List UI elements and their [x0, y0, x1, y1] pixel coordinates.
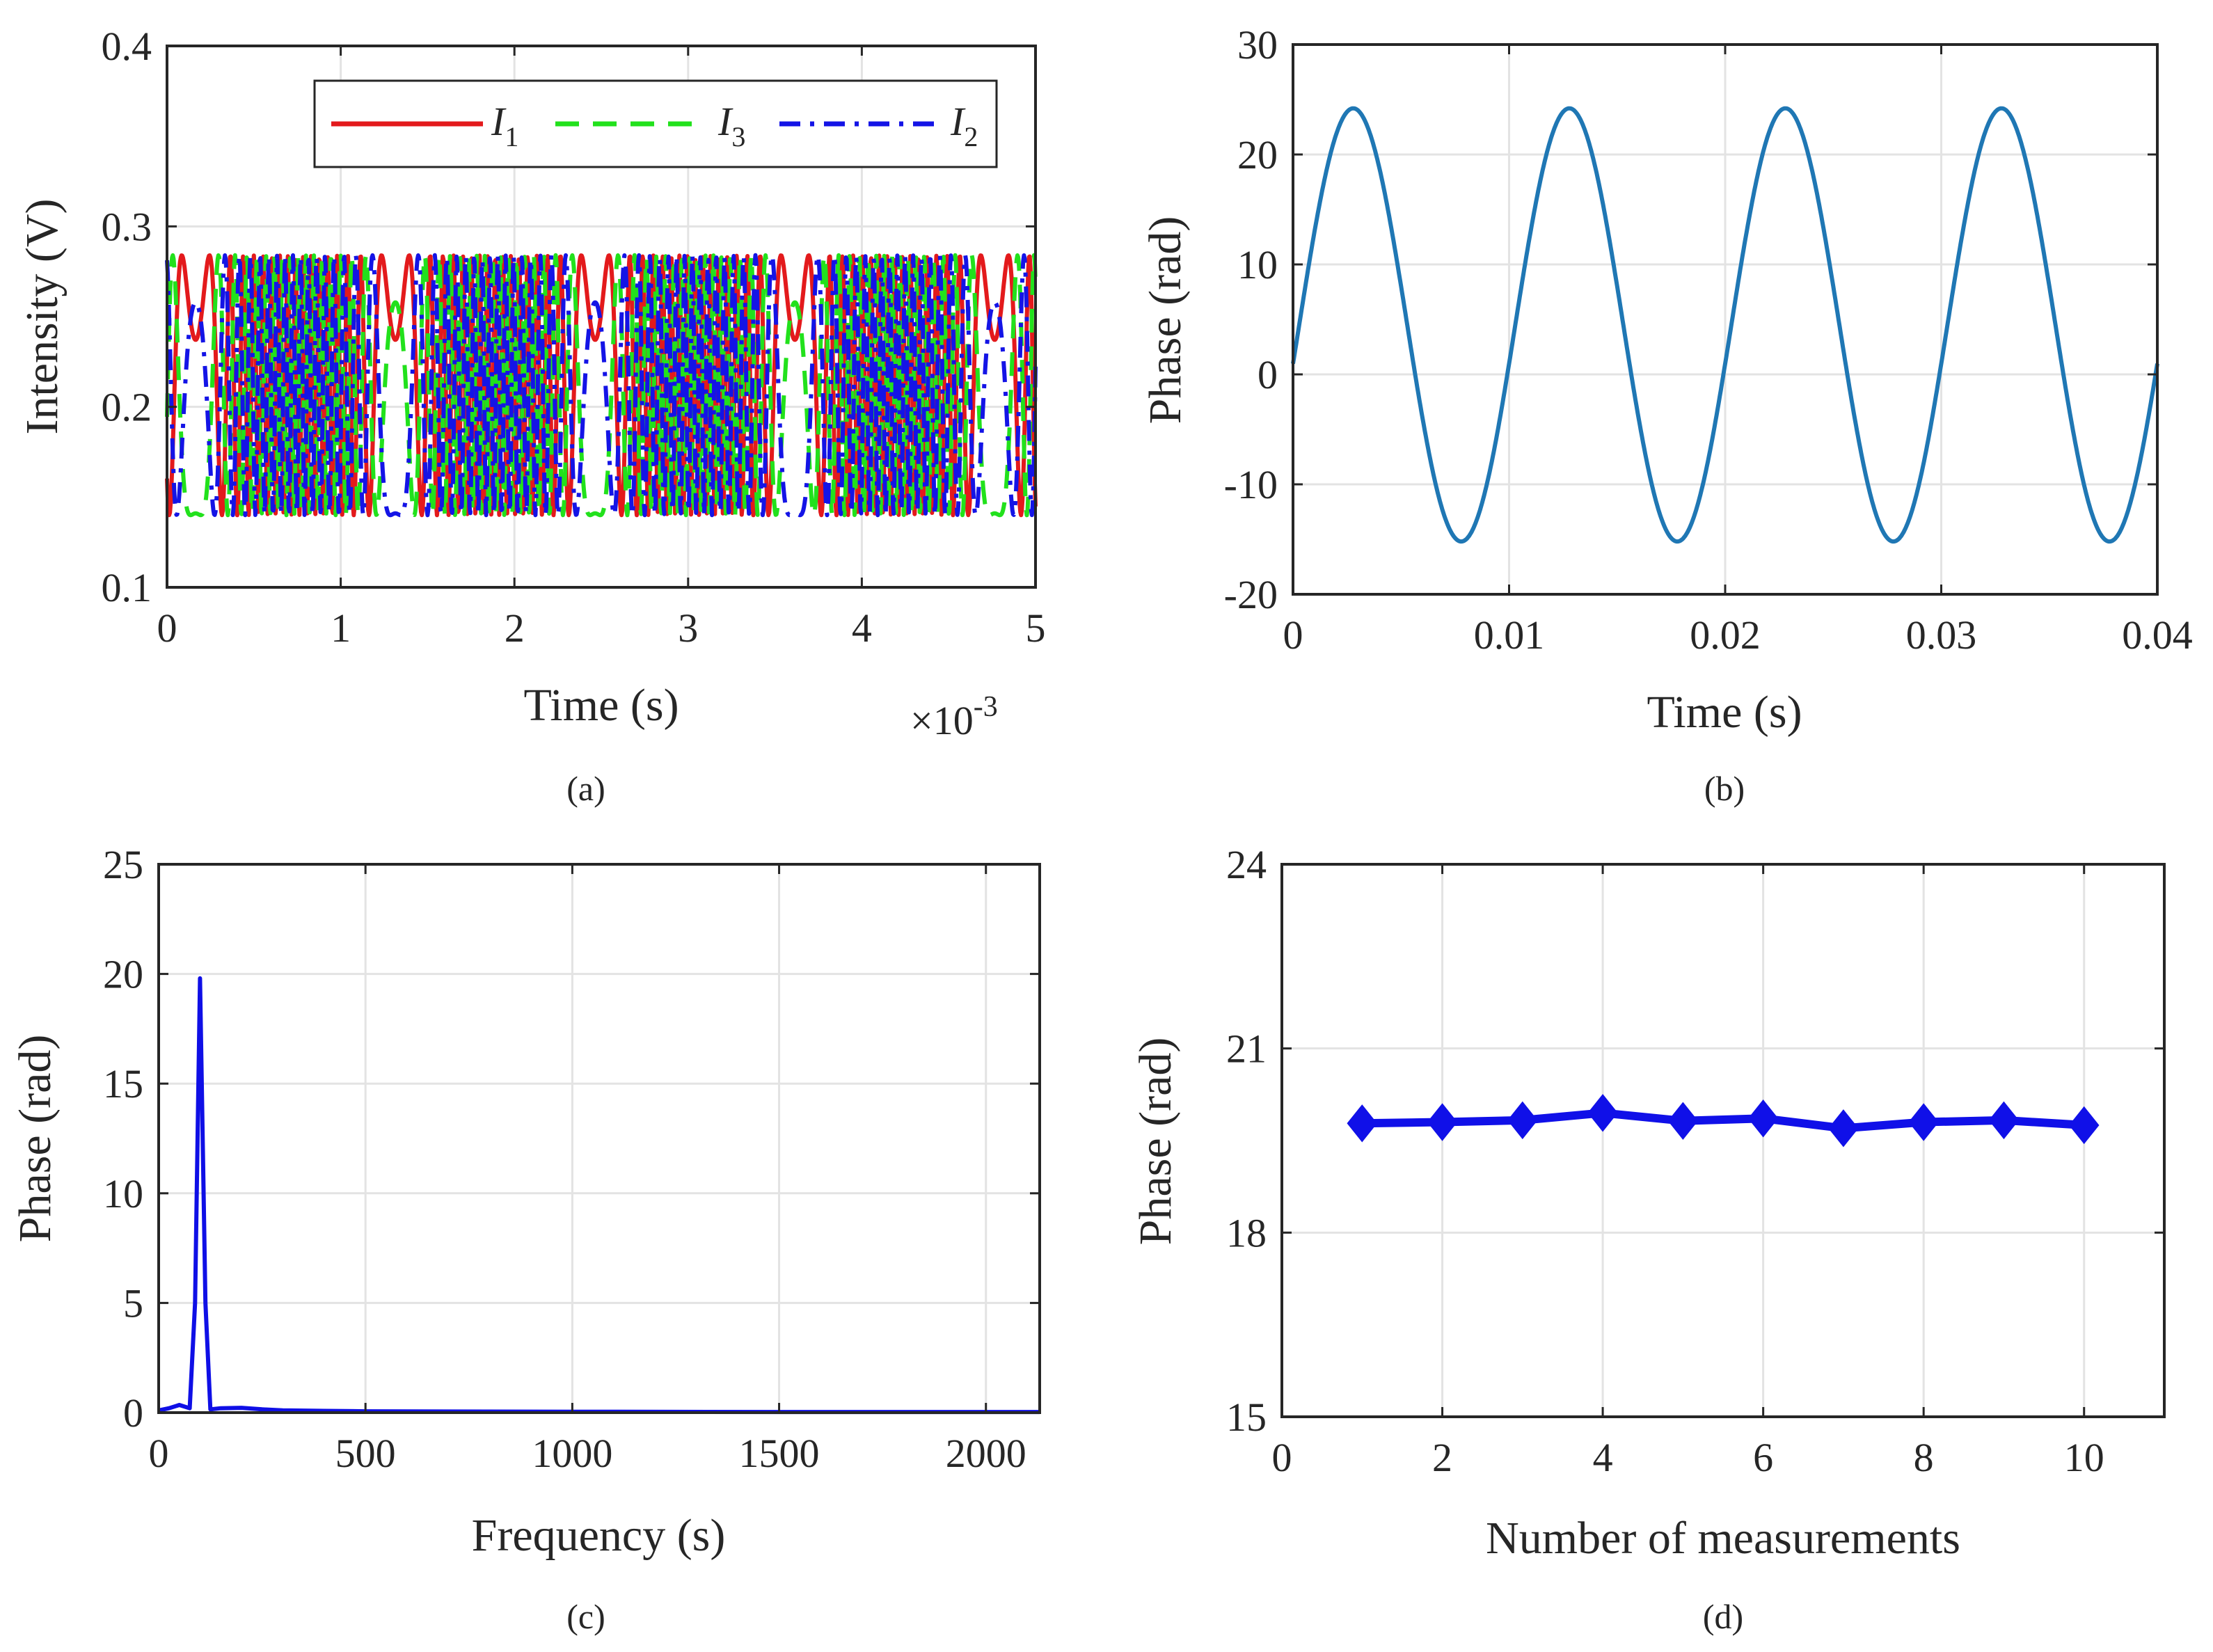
tick-label-x: 4 — [1593, 1435, 1613, 1480]
tick-label-y: 10 — [103, 1171, 143, 1216]
measurement-point — [1427, 1103, 1458, 1141]
panel-c: 0 500 1000 1500 2000 0 5 10 15 20 25 Frequency (s)… — [10, 842, 1041, 1636]
panel-a-ylabel: Intensity (V) — [17, 198, 68, 434]
tick-label-y: 5 — [123, 1280, 143, 1326]
tick-label-x: 0 — [1283, 612, 1303, 658]
panel-c-ylabel: Phase (rad) — [10, 1035, 61, 1243]
tick-label-y: 10 — [1237, 242, 1278, 287]
tick-label-y: 0.3 — [102, 204, 152, 249]
panel-b-ylabel: Phase (rad) — [1140, 216, 1191, 424]
panel-a-x-multiplier: ×10-3 — [910, 691, 998, 743]
panel-a-x-multiplier-exp: -3 — [974, 691, 998, 723]
tick-label-y: 0.2 — [102, 385, 152, 430]
tick-label-y: 21 — [1226, 1026, 1267, 1072]
tick-label-y: 25 — [103, 842, 143, 887]
measurement-point — [1587, 1094, 1618, 1132]
panel-b-lines — [1291, 106, 2159, 544]
tick-label-x: 1000 — [532, 1431, 612, 1476]
panel-d-ylabel: Phase (rad) — [1130, 1038, 1181, 1246]
measurement-point — [1908, 1103, 1939, 1141]
tick-label-y: 20 — [103, 952, 143, 997]
tick-label-x: 2 — [505, 605, 525, 651]
measurement-point — [1988, 1101, 2020, 1140]
panel-c-xlabel: Frequency (s) — [472, 1510, 726, 1561]
panel-b-caption: (b) — [1704, 769, 1745, 808]
tick-label-y: 0.4 — [102, 24, 152, 69]
tick-label-x: 3 — [678, 605, 698, 651]
tick-label-x: 2000 — [946, 1431, 1026, 1476]
phase-signal-line — [1291, 106, 2159, 544]
legend-label-i1: I1 — [491, 99, 518, 152]
tick-label-y: 15 — [103, 1061, 143, 1106]
series-line-i1 — [165, 253, 1038, 518]
panel-b-ticks: 0 0.01 0.02 0.03 0.04 -20 -10 0 10 20 30 — [1224, 22, 2193, 658]
measurement-point — [1747, 1099, 1779, 1138]
tick-label-x: 2 — [1432, 1435, 1452, 1480]
measurement-point — [1347, 1104, 1378, 1143]
tick-label-x: 5 — [1026, 605, 1046, 651]
tick-label-x: 6 — [1753, 1435, 1773, 1480]
tick-label-x: 8 — [1914, 1435, 1934, 1480]
legend-label-i2: I2 — [950, 99, 978, 152]
panel-a-lines — [165, 253, 1038, 518]
tick-label-x: 0 — [157, 605, 177, 651]
tick-label-x: 10 — [2064, 1435, 2104, 1480]
panel-a-caption: (a) — [566, 769, 605, 808]
tick-label-y: 0 — [123, 1390, 143, 1436]
tick-label-y: -10 — [1224, 462, 1278, 507]
tick-label-y: 18 — [1226, 1210, 1267, 1255]
panel-a-ticks: 0 1 2 3 4 5 0.1 0.2 0.3 0.4 — [102, 24, 1046, 651]
tick-label-x: 0 — [149, 1431, 169, 1476]
tick-label-x: 1 — [331, 605, 351, 651]
tick-label-x: 4 — [852, 605, 872, 651]
panel-b-xlabel: Time (s) — [1647, 687, 1802, 738]
panel-d-axes-box — [1280, 863, 2166, 1418]
tick-label-x: 0.03 — [1906, 612, 1977, 658]
panel-d-caption: (d) — [1703, 1597, 1743, 1636]
tick-label-y: 30 — [1237, 22, 1278, 67]
tick-label-y: 0.1 — [102, 565, 152, 610]
tick-label-y: 0 — [1258, 352, 1278, 397]
tick-label-x: 500 — [335, 1431, 396, 1476]
tick-label-x: 0.01 — [1474, 612, 1545, 658]
panel-a-xlabel: Time (s) — [523, 680, 679, 731]
measurement-point — [1507, 1101, 1538, 1140]
panel-a-legend: I1 I3 I2 — [313, 79, 998, 168]
panel-d-lines — [1347, 1094, 2100, 1147]
tick-label-y: -20 — [1224, 572, 1278, 617]
panel-c-ticks: 0 500 1000 1500 2000 0 5 10 15 20 25 — [103, 842, 1040, 1476]
panel-c-caption: (c) — [566, 1597, 605, 1636]
series-line-i2 — [165, 253, 1038, 518]
measurement-line — [1362, 1109, 2085, 1133]
measurement-point — [2068, 1106, 2100, 1145]
measurement-point — [1667, 1102, 1699, 1140]
tick-label-y: 24 — [1226, 842, 1267, 887]
tick-label-x: 0 — [1272, 1435, 1292, 1480]
tick-label-x: 1500 — [739, 1431, 820, 1476]
panel-a-x-multiplier-base: ×10 — [910, 698, 974, 743]
tick-label-y: 15 — [1226, 1395, 1267, 1440]
panel-a-axes-box — [166, 45, 1037, 589]
panel-c-axes-box — [157, 863, 1041, 1414]
tick-label-x: 0.04 — [2122, 612, 2193, 658]
tick-label-x: 0.02 — [1690, 612, 1761, 658]
panel-a: 0 1 2 3 4 5 0.1 0.2 0.3 0.4 Time (s) Intensity (V… — [17, 24, 1046, 808]
panel-d-xlabel: Number of measurements — [1486, 1513, 1960, 1564]
tick-label-y: 20 — [1237, 132, 1278, 177]
measurement-point — [1828, 1109, 1859, 1147]
legend-label-i3: I3 — [717, 99, 745, 152]
